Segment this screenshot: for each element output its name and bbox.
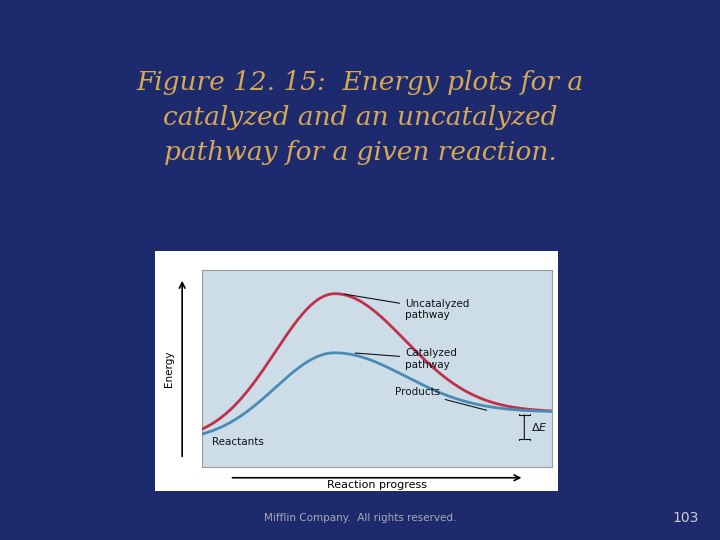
Text: Energy: Energy <box>164 350 174 387</box>
Text: Figure 12. 15:  Energy plots for a
catalyzed and an uncatalyzed
pathway for a gi: Figure 12. 15: Energy plots for a cataly… <box>136 70 584 165</box>
Text: Catalyzed
pathway: Catalyzed pathway <box>355 348 457 369</box>
Text: 103: 103 <box>672 511 698 525</box>
Text: Uncatalyzed
pathway: Uncatalyzed pathway <box>345 294 469 320</box>
Text: Reactants: Reactants <box>212 437 264 448</box>
Text: $\Delta E$: $\Delta E$ <box>531 421 548 433</box>
Text: Mifflin Company.  All rights reserved.: Mifflin Company. All rights reserved. <box>264 512 456 523</box>
Text: Products: Products <box>395 387 487 410</box>
Text: Reaction progress: Reaction progress <box>327 480 427 490</box>
